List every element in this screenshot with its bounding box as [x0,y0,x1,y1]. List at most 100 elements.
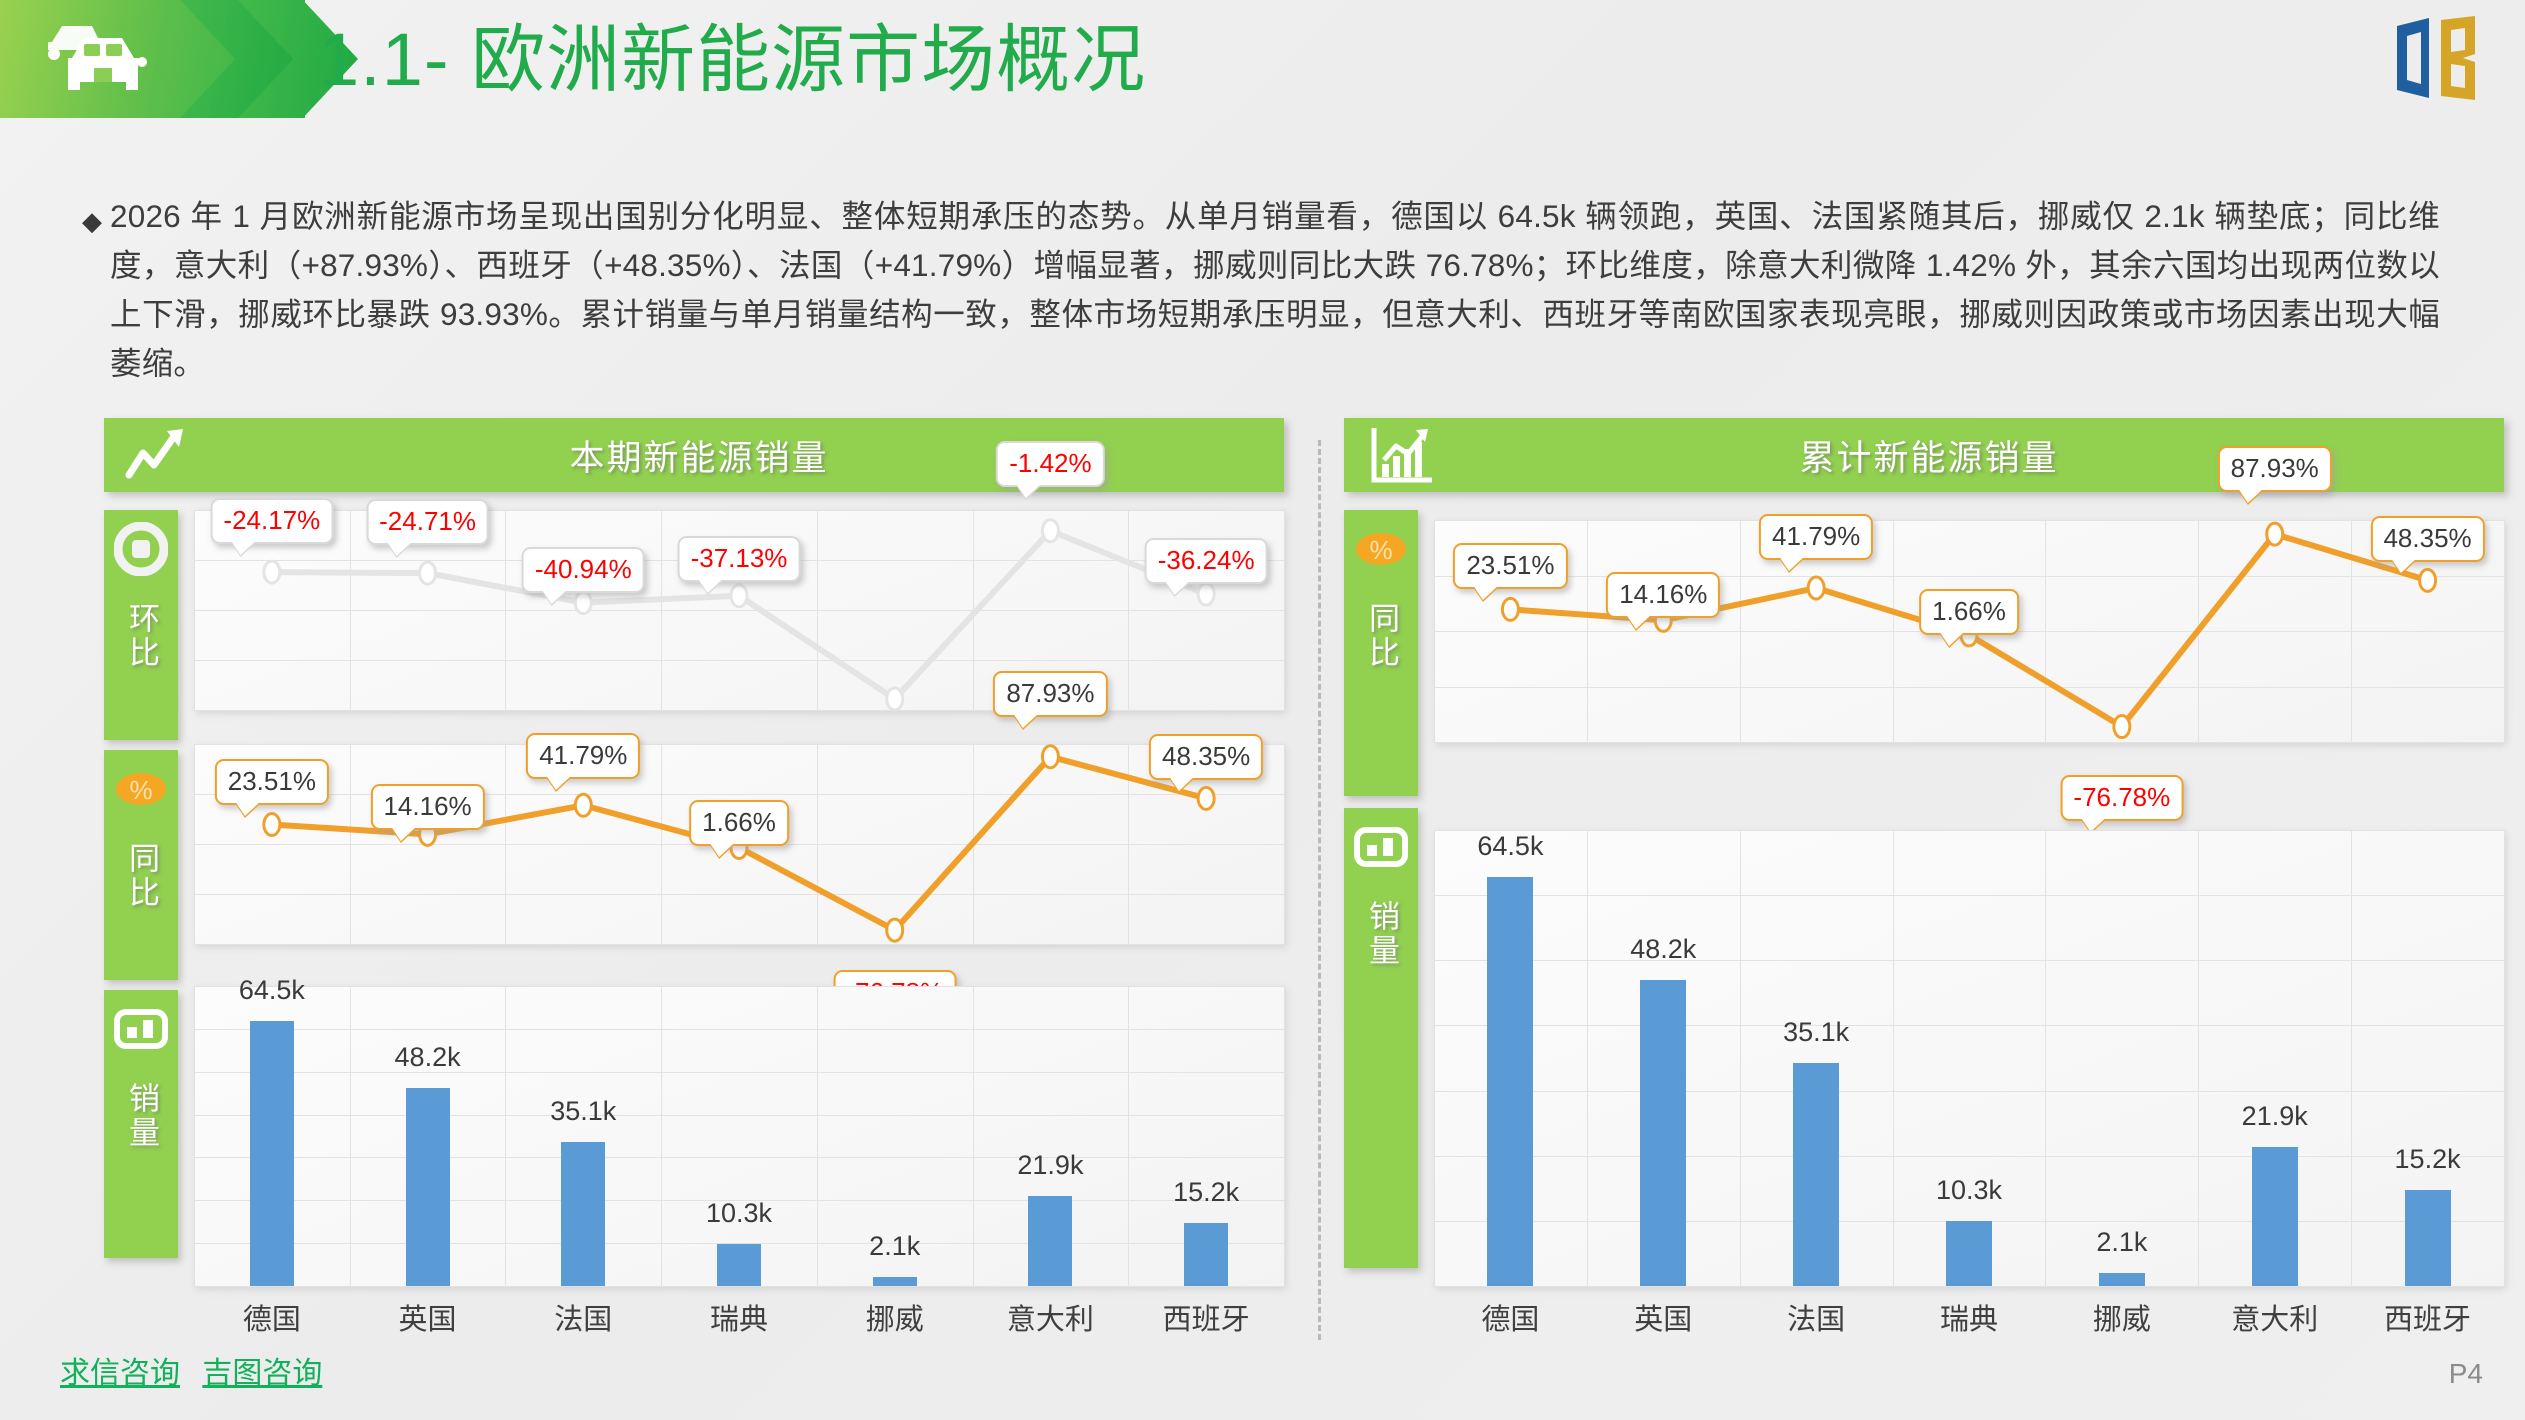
data-label-callout: -76.78% [2060,774,2184,832]
sidebar-tab-yoy-left[interactable]: % 同比 [104,750,178,980]
data-label-callout: -24.71% [366,499,489,557]
trend-arrow-icon [120,424,206,486]
data-point [2112,714,2132,740]
sidebar-tab-yoy-right-label: 同比 [1364,602,1399,670]
sidebar-tab-mom-left[interactable]: 环比 [104,510,178,740]
data-label-callout: 41.79% [526,733,641,791]
data-label-callout: -1.42% [996,440,1105,498]
callout-tail [546,775,573,791]
line-series [1500,521,2438,740]
callout-tail [1939,630,1966,646]
data-label-callout: 48.35% [2370,516,2485,574]
data-point [1196,581,1216,607]
footer-link-2[interactable]: 吉图咨询 [202,1357,323,1390]
data-label-callout: 41.79% [1759,514,1874,572]
sidebar-tab-yoy-left-label: 同比 [124,842,159,910]
chart-gridlines [1434,830,2505,1287]
x-axis-category-label: 法国 [1787,1304,1846,1336]
bar-value-label: 10.3k [1935,1174,2003,1205]
bar-value-label: 21.9k [2241,1101,2308,1132]
data-point [573,590,593,616]
circle-target-icon [114,522,168,576]
db-logo [2397,16,2475,100]
x-axis-category-label: 西班牙 [2384,1304,2472,1336]
sidebar-tab-sales-right[interactable]: 销量 [1344,808,1418,1268]
page-number: P4 [2448,1358,2483,1389]
data-point [2265,521,2285,547]
data-label-callout: 48.35% [1149,734,1264,792]
sidebar-tab-sales-left[interactable]: 销量 [104,990,178,1258]
bar [561,1141,606,1286]
callout-tail [234,800,261,816]
sidebar-tab-sales-left-label: 销量 [124,1082,159,1150]
data-label-callout: 14.16% [370,784,485,842]
panel-divider [1318,440,1321,1340]
sidebar-tab-yoy-right[interactable]: % 同比 [1344,510,1418,796]
data-label-callout: 87.93% [993,670,1108,728]
bar-trend-icon [1360,424,1446,486]
bar-value-label: 10.3k [705,1197,773,1228]
data-point [885,686,905,712]
line-series [262,518,1216,712]
data-label-callout: -36.24% [1144,538,1268,596]
bar [1487,876,1534,1286]
panel-cumulative: 累计新能源销量 % 同比 销量 23.51% 14.16% 41.79% 1.66% -… [1344,418,2505,1358]
callout-tail [2390,558,2417,574]
callout-tail [541,588,568,604]
bar [2404,1189,2451,1286]
bar-value-label: 64.5k [238,974,305,1005]
percent-icon: % [116,773,166,805]
x-axis-labels-left: 德国 英国 法国 瑞典 挪威 意大利 西班牙 [194,1296,1284,1336]
callout-tail [1473,585,1500,601]
footer-link-1[interactable]: 求信咨询 [60,1357,180,1390]
left-panel-title: 本期新能源销量 [569,438,829,478]
x-axis-category-label: 瑞典 [1939,1304,1999,1336]
chart-mom-current: -24.17%-24.71%-40.94%-37.13%-93.93%-1.42… [194,440,1285,818]
x-axis-category-label: 德国 [1481,1304,1540,1336]
data-label-callout: -24.17% [210,498,334,556]
callout-tail [1779,556,1806,572]
callout-tail [390,826,417,842]
bar-chart-icon [114,1009,168,1049]
chart-yoy-cumulative: 23.51% 14.16% 41.79% 1.66% -76.78% 87.93% 48.3… [1434,446,2505,832]
data-point [885,917,905,943]
bar [1640,980,1687,1286]
page-title: 1.1- 欧洲新能源市场概况 [318,18,1147,101]
bar [717,1243,761,1286]
bar [1184,1223,1229,1286]
data-point [1500,596,1520,622]
data-label-callout: 87.93% [2217,446,2332,504]
x-axis-category-label: 英国 [1634,1304,1693,1336]
callout-tail [1164,580,1191,596]
bar-value-label: 48.2k [1630,934,1697,965]
callout-tail [386,541,413,557]
chart-yoy-current: 23.51%14.16%41.79%1.66%-76.78%87.93%48.3… [194,670,1285,1028]
line-series [262,744,1216,943]
x-axis-category-label: 瑞典 [709,1304,769,1336]
bar-chart-icon [1354,827,1408,867]
percent-icon: % [1356,533,1406,565]
x-axis-category-label: 德国 [242,1304,301,1336]
data-label-callout: 23.51% [1453,543,1568,601]
summary-text: 2026 年 1 月欧洲新能源市场呈现出国别分化明显、整体短期承压的态势。从单月… [110,198,2440,381]
bar-value-label: 35.1k [550,1095,617,1126]
svg-text:%: % [129,775,152,805]
bar-value-label: 35.1k [1783,1017,1850,1048]
bar [249,1020,294,1286]
bar [872,1277,917,1286]
bar [1793,1063,1840,1286]
bar [405,1087,450,1286]
x-axis-category-label: 挪威 [865,1304,924,1336]
panel-current-period: 本期新能源销量 环比 % 同比 销量 -24.17 [104,418,1285,1358]
x-axis-labels-right: 德国 英国 法国 瑞典 挪威 意大利 西班牙 [1434,1296,2504,1336]
bar-value-label: 21.9k [1017,1149,1084,1180]
summary-block: ◆ 2026 年 1 月欧洲新能源市场呈现出国别分化明显、整体短期承压的态势。从… [82,192,2440,388]
x-axis-category-label: 英国 [398,1304,457,1336]
x-axis-category-label: 法国 [554,1304,613,1336]
data-point [1806,575,1826,601]
callout-tail [2080,816,2107,832]
bullet-marker: ◆ [82,206,102,236]
callout-tail [709,841,736,857]
bar-value-label: 48.2k [394,1041,461,1072]
